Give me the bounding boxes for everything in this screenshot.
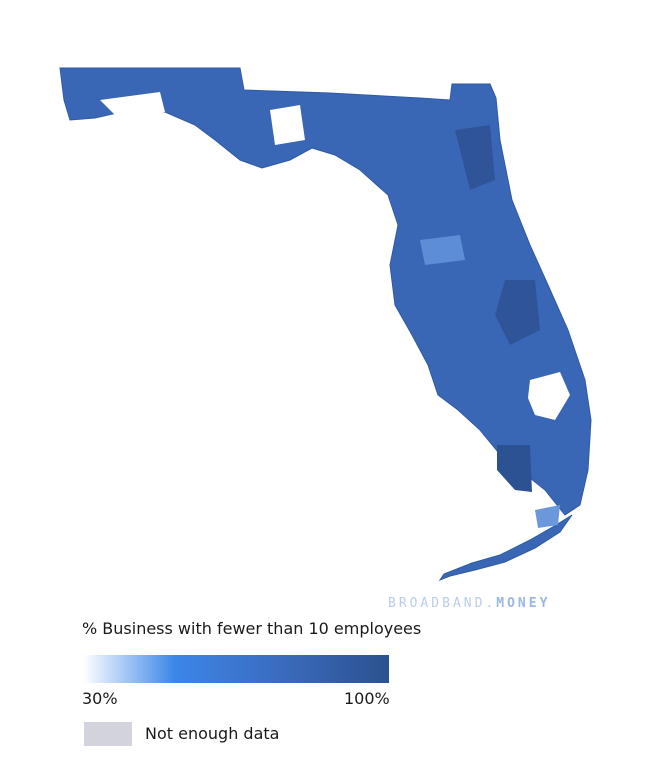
scale-min-label: 30%: [82, 689, 118, 708]
watermark-part: BROADBAND.: [388, 596, 496, 611]
watermark: BROADBAND.MONEY: [388, 596, 550, 611]
lake-gap: [270, 105, 305, 145]
light-region: [535, 505, 560, 528]
florida-keys: [438, 514, 573, 582]
watermark-part: MONEY: [496, 596, 550, 611]
no-data-label: Not enough data: [145, 724, 280, 743]
light-region: [420, 235, 465, 265]
dark-region: [495, 280, 540, 345]
lake-gap: [100, 92, 165, 120]
no-data-swatch: [84, 722, 132, 746]
lake-gap: [528, 372, 570, 420]
dark-region: [497, 445, 532, 492]
legend-title: % Business with fewer than 10 employees: [82, 619, 422, 638]
dark-region: [455, 125, 495, 190]
scale-max-label: 100%: [344, 689, 390, 708]
florida-map: [59, 67, 592, 516]
color-scale: [83, 655, 389, 683]
